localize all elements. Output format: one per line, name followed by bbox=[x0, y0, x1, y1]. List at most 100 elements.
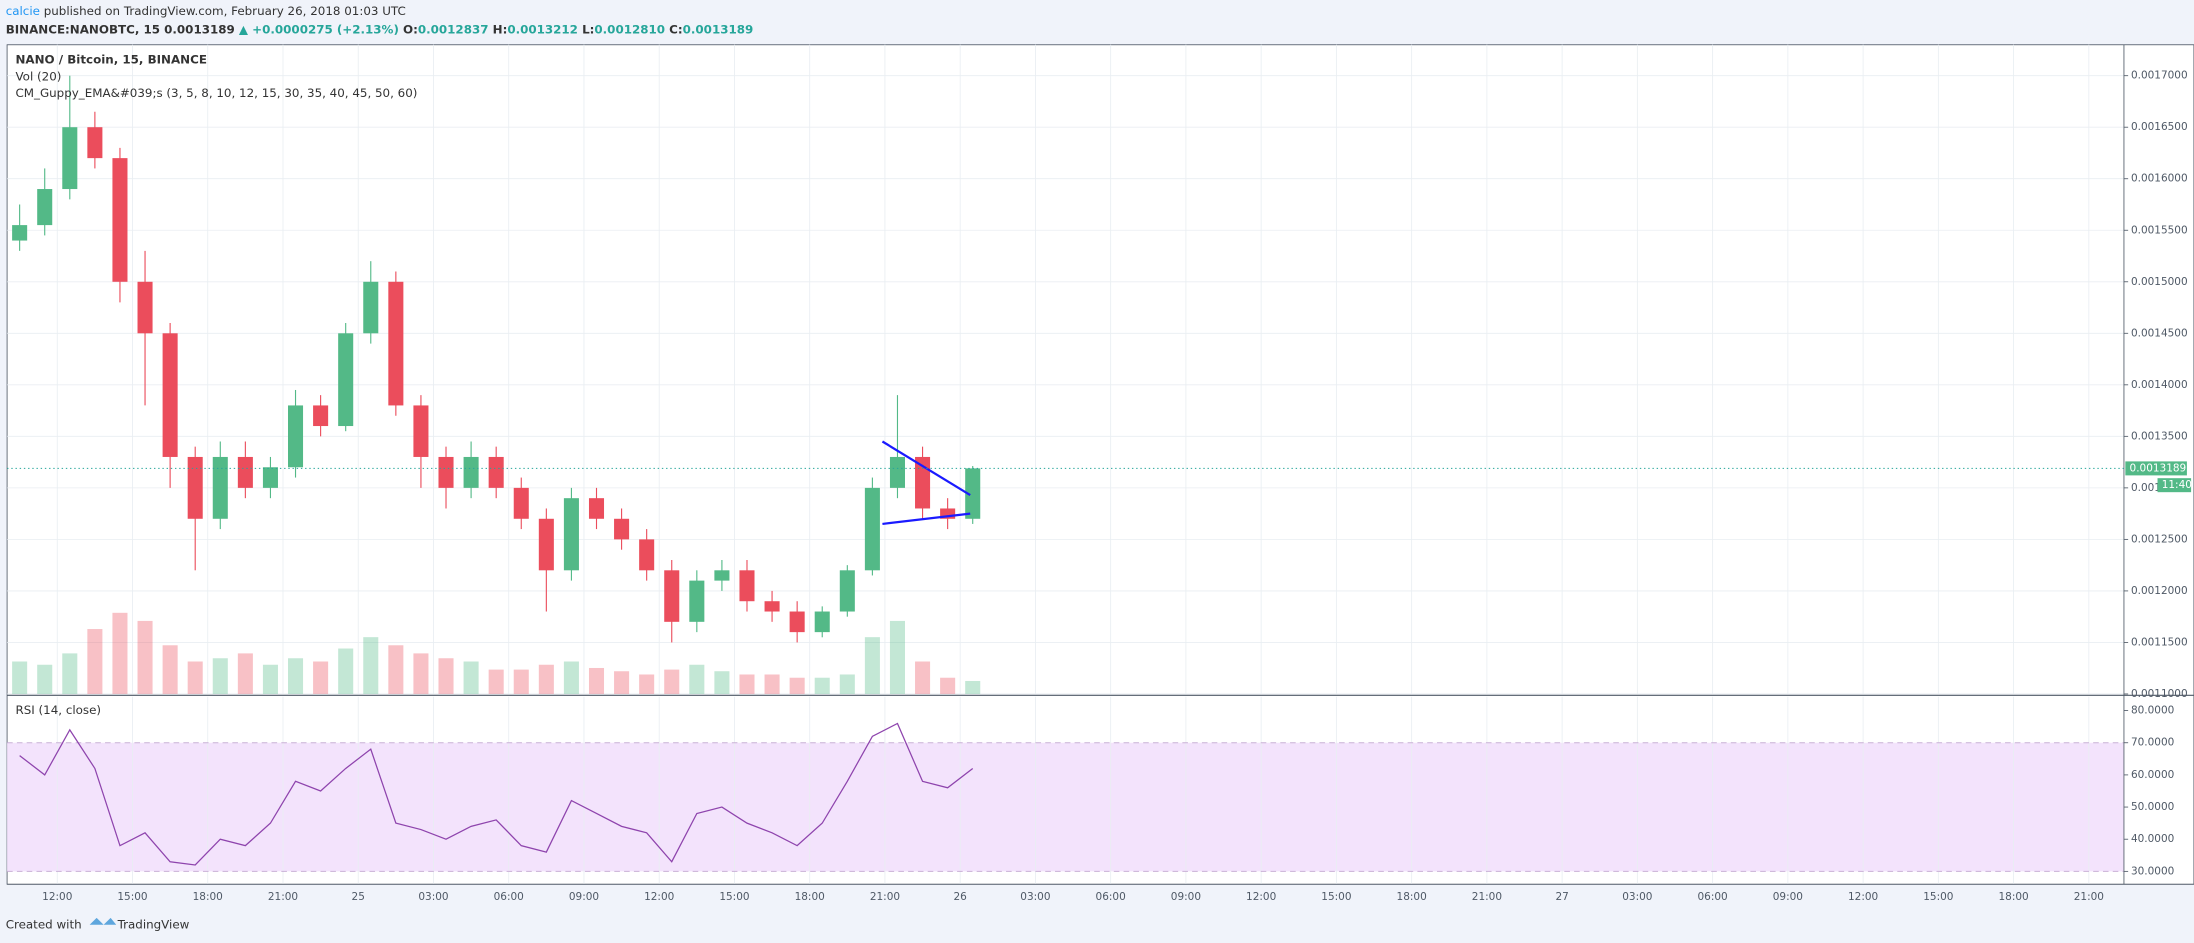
y-tick-label: 0.0016500 bbox=[2131, 121, 2188, 133]
brand-logo[interactable] bbox=[89, 917, 117, 925]
volume-bar bbox=[388, 645, 404, 694]
x-tick-label: 12:00 bbox=[644, 891, 674, 903]
y2-tick-label: 50.0000 bbox=[2131, 801, 2174, 813]
legend-entry: Vol (20) bbox=[15, 69, 61, 83]
volume-bar bbox=[588, 667, 605, 694]
candle-body bbox=[513, 487, 529, 519]
x-tick-label: 06:00 bbox=[494, 891, 524, 903]
volume-bar bbox=[789, 677, 805, 694]
x-tick-label: 15:00 bbox=[117, 891, 147, 903]
candle-body bbox=[538, 518, 554, 571]
candle-body bbox=[588, 498, 605, 519]
candle-body bbox=[614, 518, 630, 540]
ohlc-h: H: bbox=[493, 22, 508, 36]
candle-body bbox=[689, 580, 705, 622]
x-tick-label: 12:00 bbox=[42, 891, 72, 903]
volume-bar bbox=[839, 674, 855, 694]
candle-body bbox=[12, 225, 28, 241]
candle-body bbox=[915, 456, 931, 509]
volume-bar bbox=[639, 674, 655, 694]
volume-bar bbox=[488, 669, 504, 694]
volume-bar bbox=[37, 664, 53, 694]
candle-body bbox=[739, 570, 755, 602]
ohlc-c-value: 0.0013189 bbox=[683, 22, 754, 36]
candle-body bbox=[363, 281, 379, 334]
candle-body bbox=[488, 456, 504, 488]
x-tick-label: 15:00 bbox=[1321, 891, 1351, 903]
candle-body bbox=[37, 189, 53, 226]
volume-bar bbox=[739, 674, 755, 694]
y-tick-label: 0.0011500 bbox=[2131, 636, 2188, 648]
x-tick-label: 26 bbox=[954, 891, 968, 903]
x-tick-label: 15:00 bbox=[1923, 891, 1953, 903]
volume-bar bbox=[538, 664, 554, 694]
x-tick-label: 12:00 bbox=[1848, 891, 1878, 903]
volume-bar bbox=[363, 637, 379, 694]
candle-body bbox=[714, 570, 730, 581]
volume-bar bbox=[413, 653, 429, 694]
candle-body bbox=[112, 158, 128, 282]
y2-tick-label: 60.0000 bbox=[2131, 769, 2174, 781]
footer-text: Created with bbox=[6, 917, 82, 931]
author[interactable]: calcie bbox=[6, 4, 40, 18]
candle-body bbox=[212, 456, 228, 519]
candle-body bbox=[87, 127, 103, 159]
volume-bar bbox=[288, 658, 304, 694]
volume-bar bbox=[187, 661, 203, 694]
volume-bar bbox=[864, 637, 880, 694]
candle-body bbox=[839, 570, 855, 612]
candle-body bbox=[62, 127, 78, 190]
volume-bar bbox=[889, 620, 906, 694]
x-tick-label: 21:00 bbox=[870, 891, 900, 903]
candle-body bbox=[187, 456, 203, 519]
candle-body bbox=[388, 281, 404, 406]
volume-bar bbox=[162, 645, 178, 694]
change: ▲ +0.0000275 (+2.13%) bbox=[239, 22, 399, 36]
volume-bar bbox=[313, 661, 329, 694]
x-tick-label: 18:00 bbox=[193, 891, 223, 903]
volume-bar bbox=[212, 658, 228, 694]
rsi-line bbox=[19, 722, 974, 866]
volume-bar bbox=[12, 661, 28, 694]
volume-bar bbox=[915, 661, 931, 694]
candle-body bbox=[313, 405, 329, 427]
candle-body bbox=[889, 456, 906, 488]
x-tick-label: 18:00 bbox=[1998, 891, 2028, 903]
symbol: BINANCE:NANOBTC, 15 bbox=[6, 22, 160, 36]
rsi-band bbox=[7, 742, 2124, 872]
x-tick-label: 15:00 bbox=[719, 891, 749, 903]
x-tick-label: 27 bbox=[1555, 891, 1568, 903]
header-line: calcie published on TradingView.com, Feb… bbox=[6, 4, 406, 18]
countdown-label: 11:40 bbox=[2162, 479, 2192, 491]
volume-bar bbox=[614, 671, 630, 694]
candle-body bbox=[463, 456, 479, 488]
y-tick-label: 0.0012500 bbox=[2131, 533, 2188, 545]
rsi-title: RSI (14, close) bbox=[15, 703, 101, 717]
ohlc-h-value: 0.0013212 bbox=[507, 22, 578, 36]
candle-body bbox=[764, 601, 780, 612]
candle-body bbox=[288, 405, 304, 468]
y2-tick-label: 80.0000 bbox=[2131, 705, 2174, 717]
y-tick-label: 0.0015500 bbox=[2131, 224, 2188, 236]
volume-bar bbox=[262, 664, 278, 694]
candle-body bbox=[413, 405, 429, 457]
x-tick-label: 09:00 bbox=[569, 891, 599, 903]
brand-link[interactable]: TradingView bbox=[117, 917, 190, 931]
x-tick-label: 18:00 bbox=[1397, 891, 1427, 903]
candle-body bbox=[664, 570, 680, 622]
legend-entry: NANO / Bitcoin, 15, BINANCE bbox=[15, 53, 206, 67]
y-tick-label: 0.0015000 bbox=[2131, 276, 2188, 288]
volume-bar bbox=[764, 674, 780, 694]
candle-body bbox=[237, 456, 253, 488]
x-tick-label: 06:00 bbox=[1698, 891, 1728, 903]
ohlc-l: L: bbox=[582, 22, 594, 36]
candle-body bbox=[262, 467, 278, 488]
ohlc-c: C: bbox=[669, 22, 682, 36]
volume-bar bbox=[965, 680, 981, 694]
volume-bar bbox=[438, 658, 454, 694]
y-tick-label: 0.0017000 bbox=[2131, 70, 2188, 82]
candle-body bbox=[965, 468, 981, 519]
countdown-box bbox=[2157, 478, 2192, 493]
x-tick-label: 03:00 bbox=[418, 891, 448, 903]
